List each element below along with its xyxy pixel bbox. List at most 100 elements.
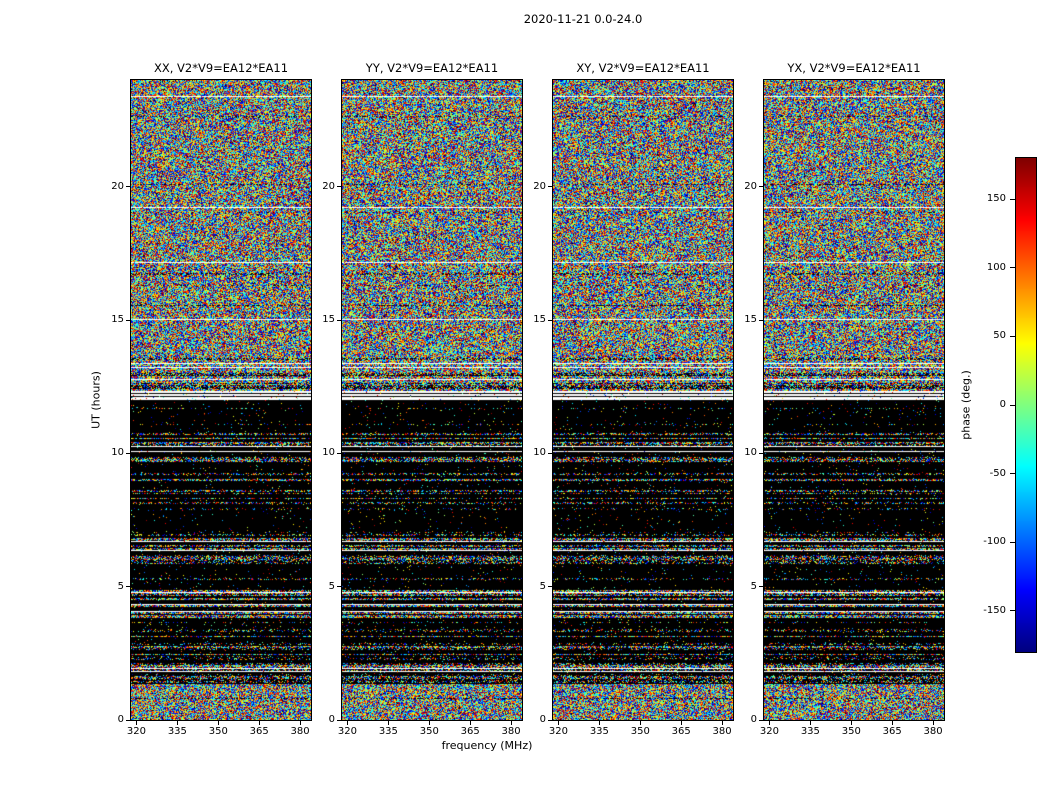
y-tick-label: 15 [322,314,335,325]
x-tick-label: 335 [800,726,820,737]
x-tick-label: 365 [249,726,269,737]
y-tick [759,319,763,321]
x-tick-label: 335 [167,726,187,737]
x-tick-label: 365 [671,726,691,737]
x-tick-label: 350 [630,726,650,737]
panel-title-xx: XX, V2*V9=EA12*EA11 [153,61,289,75]
y-tick [548,452,552,454]
panel-title-xy: XY, V2*V9=EA12*EA11 [576,61,710,75]
x-tick-label: 320 [337,726,357,737]
y-tick [126,452,130,454]
x-tick [768,721,770,725]
x-tick-label: 320 [759,726,779,737]
y-tick [548,586,552,588]
heatmap-canvas-yy [342,80,522,720]
heatmap-canvas-yx [764,80,944,720]
x-tick [809,721,811,725]
colorbar-tick-label: 150 [986,193,1006,205]
colorbar-tick-label: 50 [993,330,1006,342]
x-tick-label: 350 [841,726,861,737]
y-tick [548,186,552,188]
x-tick [850,721,852,725]
colorbar-tick-label: -100 [983,536,1006,548]
x-tick-label: 380 [290,726,310,737]
x-tick [598,721,600,725]
x-tick [217,721,219,725]
y-tick [126,319,130,321]
x-tick-label: 350 [208,726,228,737]
colorbar-tick [1010,404,1015,406]
colorbar-tick-label: -50 [989,467,1006,479]
x-tick-label: 365 [882,726,902,737]
y-tick-label: 0 [539,714,546,725]
y-tick-label: 20 [744,180,757,192]
x-tick [510,721,512,725]
x-tick [428,721,430,725]
x-tick [932,721,934,725]
x-tick [557,721,559,725]
y-tick [759,452,763,454]
x-tick [346,721,348,725]
colorbar-tick [1010,267,1015,269]
heatmap-canvas-xx [131,80,311,720]
colorbar-label: phase (deg.) [959,370,973,440]
x-tick-label: 320 [548,726,568,737]
y-tick-label: 10 [111,447,124,459]
heatmap-panel-xx: XX, V2*V9=EA12*EA11 [131,61,311,720]
y-tick [337,452,341,454]
y-tick [548,719,552,721]
x-tick [176,721,178,725]
panel-title-yx: YX, V2*V9=EA12*EA11 [787,61,921,75]
x-tick [639,721,641,725]
y-tick [126,186,130,188]
x-tick [299,721,301,725]
x-tick-label: 365 [460,726,480,737]
x-tick [891,721,893,725]
y-tick-label: 15 [744,314,757,325]
colorbar-tick [1010,198,1015,200]
y-tick-label: 5 [539,580,546,592]
colorbar-tick-label: -150 [983,604,1006,616]
heatmap-panel-yy: YY, V2*V9=EA12*EA11 [342,61,522,720]
y-tick-label: 20 [322,180,335,192]
y-tick [337,319,341,321]
y-tick-label: 5 [328,580,335,592]
x-tick-label: 350 [419,726,439,737]
x-tick [721,721,723,725]
colorbar [1016,158,1036,652]
x-tick [469,721,471,725]
y-tick-label: 5 [750,580,757,592]
figure-title: 2020-11-21 0.0-24.0 [523,12,643,26]
y-tick [337,186,341,188]
y-tick-label: 15 [533,314,546,325]
x-tick-label: 335 [378,726,398,737]
x-tick [387,721,389,725]
y-tick [126,719,130,721]
x-tick-label: 380 [712,726,732,737]
colorbar-gradient [1016,158,1036,652]
x-tick [680,721,682,725]
y-tick-label: 15 [111,314,124,325]
x-tick-label: 380 [501,726,521,737]
x-tick-label: 335 [589,726,609,737]
y-tick [759,719,763,721]
colorbar-tick-label: 100 [986,261,1006,273]
heatmap-panel-yx: YX, V2*V9=EA12*EA11 [764,61,944,720]
x-tick [258,721,260,725]
x-tick [135,721,137,725]
panel-title-yy: YY, V2*V9=EA12*EA11 [365,61,499,75]
y-tick-label: 10 [744,447,757,459]
colorbar-tick [1010,541,1015,543]
y-tick-label: 10 [533,447,546,459]
y-tick [759,186,763,188]
colorbar-tick [1010,610,1015,612]
y-tick [337,586,341,588]
y-tick-label: 20 [111,180,124,192]
y-axis-label: UT (hours) [89,371,103,429]
heatmap-panel-xy: XY, V2*V9=EA12*EA11 [553,61,733,720]
y-tick [126,586,130,588]
y-tick-label: 0 [117,714,124,725]
colorbar-tick [1010,473,1015,475]
y-tick-label: 5 [117,580,124,592]
